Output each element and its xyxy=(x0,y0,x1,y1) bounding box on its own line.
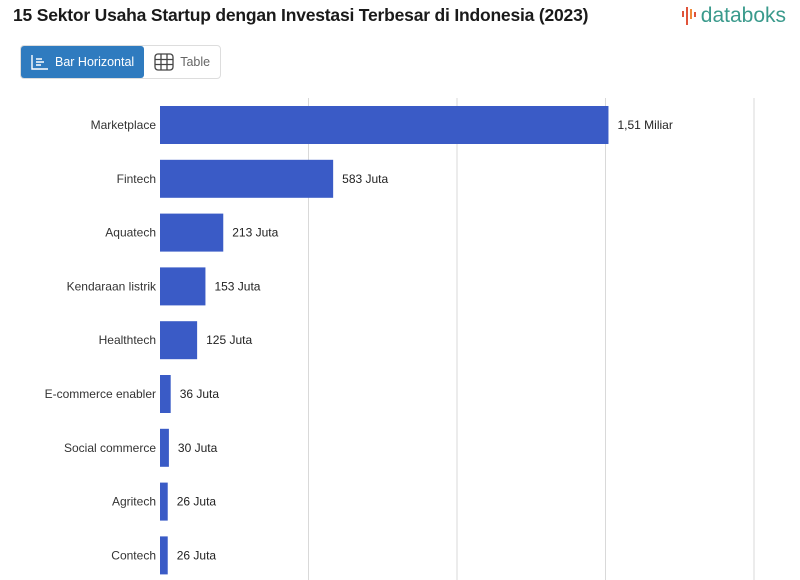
category-label: Social commerce xyxy=(64,441,156,455)
data-label: 36 Juta xyxy=(180,387,220,401)
tab-bar-horizontal[interactable]: Bar Horizontal xyxy=(21,46,145,78)
category-label: Fintech xyxy=(117,172,156,186)
category-label: Kendaraan listrik xyxy=(67,279,157,293)
bar xyxy=(160,321,198,360)
bar xyxy=(160,267,206,306)
data-label: 30 Juta xyxy=(178,441,218,455)
view-tabs: Bar Horizontal Table xyxy=(20,45,222,79)
bar xyxy=(160,482,168,521)
category-label: Healthtech xyxy=(99,333,156,347)
category-label: Contech xyxy=(111,548,156,562)
table-icon xyxy=(154,53,174,71)
bar xyxy=(160,536,168,575)
bar xyxy=(160,213,224,252)
category-label: Aquatech xyxy=(105,226,156,240)
bar-chart-icon xyxy=(31,55,48,70)
tab-label: Table xyxy=(180,55,211,69)
bar xyxy=(160,428,169,467)
data-label: 1,51 Miliar xyxy=(617,118,672,132)
logo-text: databoks xyxy=(700,4,786,27)
category-label: Agritech xyxy=(112,495,156,509)
bar xyxy=(160,106,609,144)
tab-table[interactable]: Table xyxy=(144,46,220,78)
page-title: 15 Sektor Usaha Startup dengan Investasi… xyxy=(13,5,589,25)
category-label: E-commerce enabler xyxy=(45,387,156,401)
logo-icon xyxy=(681,7,696,25)
data-label: 26 Juta xyxy=(177,548,217,562)
bar xyxy=(160,159,334,198)
databoks-logo[interactable]: databoks xyxy=(681,4,786,28)
data-label: 153 Juta xyxy=(214,279,260,293)
data-label: 26 Juta xyxy=(177,495,217,509)
data-label: 125 Juta xyxy=(206,333,252,347)
bar xyxy=(160,375,171,413)
tab-label: Bar Horizontal xyxy=(55,55,135,69)
data-label: 213 Juta xyxy=(232,226,278,240)
category-label: Marketplace xyxy=(91,118,157,132)
data-label: 583 Juta xyxy=(342,172,388,186)
